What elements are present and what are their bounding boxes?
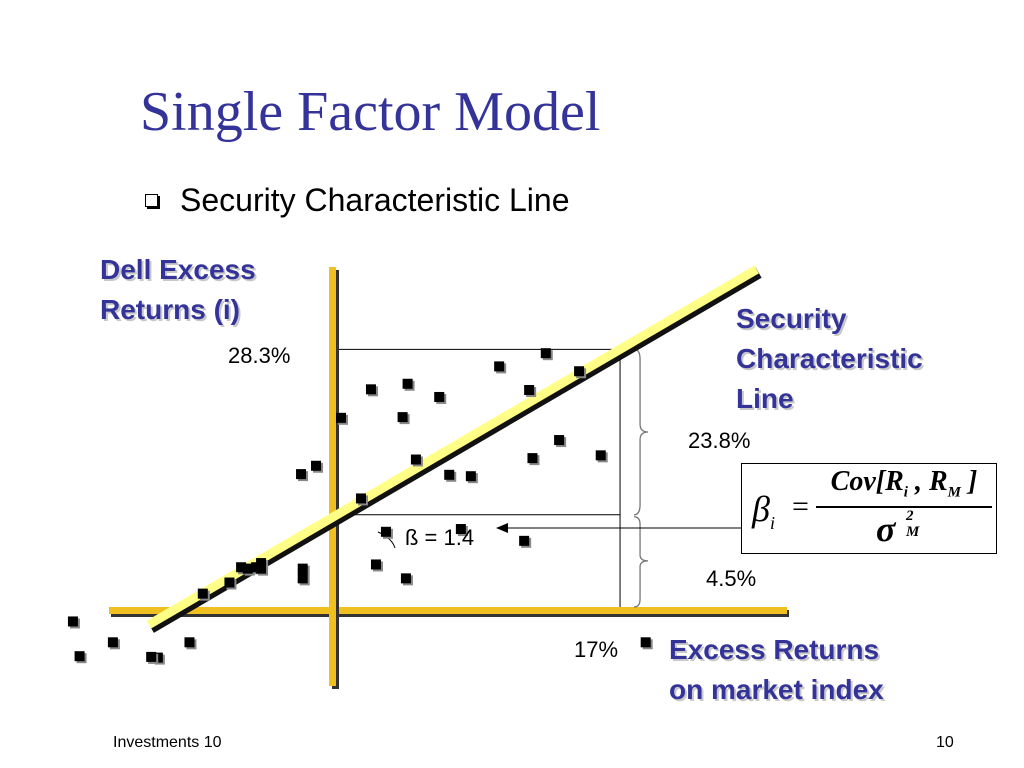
data-point xyxy=(242,563,253,574)
beta-arrow-head xyxy=(496,523,508,533)
formula-fraction-bar xyxy=(816,506,992,508)
dell-return-value: 28.3% xyxy=(228,343,291,368)
data-point xyxy=(146,651,157,662)
formula-num-prefix: Cov[ xyxy=(830,466,886,497)
scl-label-line3: Line xyxy=(736,383,794,414)
data-point xyxy=(355,493,366,504)
data-point xyxy=(296,469,307,480)
scl-label-line2: Characteristic xyxy=(736,343,923,374)
spread-value: 23.8% xyxy=(688,428,751,453)
brace-spread xyxy=(633,348,649,516)
data-point xyxy=(554,435,565,446)
data-point xyxy=(311,460,322,471)
y-axis-label-line2: Returns (i) xyxy=(100,294,240,325)
market-return-value: 17% xyxy=(574,637,619,662)
bullet-text: Security Characteristic Line xyxy=(180,182,570,218)
data-point xyxy=(224,577,235,588)
data-point xyxy=(380,526,391,537)
y-axis-label-line1: Dell Excess xyxy=(100,254,256,285)
data-point xyxy=(197,588,208,599)
data-point xyxy=(297,573,308,584)
bullet-item: Security Characteristic Line xyxy=(145,182,569,219)
formula-beta-sub: i xyxy=(769,513,775,534)
x-axis xyxy=(109,607,787,614)
data-point xyxy=(434,391,445,402)
footer-course: Investments 10 xyxy=(113,734,222,751)
data-point xyxy=(184,637,195,648)
beta-angle-arc xyxy=(377,531,396,549)
formula-beta-symbol: β xyxy=(752,489,770,529)
x-axis-label: Excess Returns on market index xyxy=(669,630,884,710)
slide-title: Single Factor Model xyxy=(140,81,601,143)
data-point xyxy=(397,412,408,423)
data-point xyxy=(574,366,585,377)
scl-label: Security Characteristic Line xyxy=(736,299,923,419)
data-point xyxy=(494,361,505,372)
formula-num-r1: R xyxy=(885,466,904,497)
page-number: 10 xyxy=(936,734,954,751)
formula-lhs: βi xyxy=(752,488,775,534)
data-point xyxy=(236,562,247,573)
data-point xyxy=(67,616,78,627)
scl-label-line1: Security xyxy=(736,303,847,334)
data-point xyxy=(107,637,118,648)
data-point xyxy=(297,563,308,574)
formula-numerator: Cov[Ri , RM ] xyxy=(816,466,992,502)
y-axis xyxy=(329,267,336,686)
data-point xyxy=(370,559,381,570)
formula-num-suffix: ] xyxy=(961,466,978,497)
intercept-value: 4.5% xyxy=(706,566,757,591)
formula-den-sub: M xyxy=(906,524,920,540)
data-point xyxy=(400,573,411,584)
data-point xyxy=(465,471,476,482)
data-point xyxy=(256,563,267,574)
brace-intercept xyxy=(634,516,649,608)
formula-sigma: σ xyxy=(876,509,896,549)
formula-equals: = xyxy=(792,490,809,523)
data-point xyxy=(519,535,530,546)
formula-num-r2-sub: M xyxy=(947,484,961,501)
formula-num-r2: R xyxy=(928,466,948,497)
data-point xyxy=(335,412,346,423)
data-point xyxy=(527,453,538,464)
formula-num-sep: , xyxy=(907,466,929,497)
data-point xyxy=(595,450,606,461)
data-point xyxy=(640,637,651,648)
data-point xyxy=(365,384,376,395)
data-point xyxy=(524,385,535,396)
x-axis-label-line1: Excess Returns xyxy=(669,634,880,665)
formula-den-sup: 2 xyxy=(906,508,914,524)
x-axis-label-line2: on market index xyxy=(669,674,884,705)
data-point xyxy=(444,469,455,480)
data-point xyxy=(455,524,466,535)
data-point xyxy=(402,378,413,389)
formula-num-r1-sub: i xyxy=(903,484,908,501)
square-bullet-icon xyxy=(145,194,158,207)
beta-label: ß = 1.4 xyxy=(405,525,475,550)
data-point xyxy=(540,348,551,359)
data-point xyxy=(74,651,85,662)
data-point xyxy=(410,454,421,465)
y-axis-label: Dell Excess Returns (i) xyxy=(100,250,256,330)
data-point xyxy=(256,558,267,569)
